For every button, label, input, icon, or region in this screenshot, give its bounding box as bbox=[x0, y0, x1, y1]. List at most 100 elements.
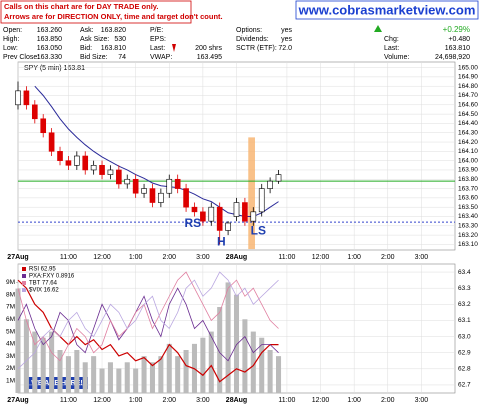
volume-bar bbox=[233, 294, 240, 393]
quote-label: Ask: bbox=[80, 27, 94, 34]
legend-swatch bbox=[22, 267, 26, 271]
volume-bar bbox=[175, 356, 181, 393]
candle-body bbox=[250, 211, 257, 222]
url-box bbox=[295, 0, 479, 20]
volume-bar bbox=[200, 337, 206, 393]
x-tick-label: 11:00 bbox=[60, 254, 77, 261]
y-tick-label: 164.10 bbox=[458, 148, 478, 155]
quote-label: Last: bbox=[384, 45, 399, 52]
quote-value: 530 bbox=[114, 36, 126, 43]
quote-label: Low: bbox=[3, 45, 18, 52]
y2-tick-label: 63.3 bbox=[458, 285, 471, 292]
x-tick-label: 1:00 bbox=[129, 254, 143, 261]
y-tick-label: 1M bbox=[6, 377, 15, 384]
x-tick-label: 11:00 bbox=[278, 397, 295, 404]
quote-label: P/E: bbox=[150, 27, 163, 34]
y-tick-label: 165.00 bbox=[458, 64, 478, 71]
candle-body bbox=[216, 206, 223, 231]
legend-label: $VIX 16.62 bbox=[29, 288, 59, 294]
y-tick-label: 164.00 bbox=[458, 157, 478, 164]
y-tick-label: 5M bbox=[6, 328, 15, 335]
candle-body bbox=[166, 178, 173, 194]
candle-body bbox=[275, 174, 282, 182]
quote-label: Last: bbox=[150, 45, 165, 52]
x-tick-label: 3:00 bbox=[415, 397, 429, 404]
candle-body bbox=[31, 104, 38, 120]
y-tick-label: 164.50 bbox=[458, 111, 478, 118]
legend-swatch bbox=[22, 274, 26, 278]
y-tick-label: 4M bbox=[6, 341, 15, 348]
price-legend: SPY (5 min) 163.81 bbox=[24, 65, 85, 72]
x-tick-label: 12:00 bbox=[93, 397, 111, 404]
annotation: H bbox=[217, 235, 226, 249]
volume-bar bbox=[15, 288, 21, 393]
x-tick-label: 28Aug bbox=[226, 397, 247, 404]
y-tick-label: 3M bbox=[6, 353, 15, 360]
volume-bar bbox=[149, 362, 155, 393]
quote-value: 163.810 bbox=[445, 45, 470, 52]
legend-swatch bbox=[22, 288, 26, 292]
volume-bar bbox=[242, 319, 248, 393]
candle-body bbox=[183, 188, 189, 208]
annotation: RS bbox=[184, 216, 201, 230]
volume-bar bbox=[208, 331, 214, 393]
y-tick-label: 163.50 bbox=[458, 204, 478, 211]
volume-bar bbox=[32, 331, 38, 393]
candle-body bbox=[225, 222, 231, 231]
y-tick-label: 164.60 bbox=[458, 102, 478, 109]
y2-tick-label: 63.0 bbox=[458, 333, 471, 340]
x-tick-label: 2:00 bbox=[381, 254, 395, 261]
candle-body bbox=[15, 90, 21, 106]
quote-label: SCTR (ETF): bbox=[236, 45, 277, 52]
y-tick-label: 6M bbox=[6, 316, 15, 323]
candle-body bbox=[74, 155, 80, 166]
volume-bar bbox=[133, 368, 139, 393]
down-arrow bbox=[172, 44, 176, 52]
candle-body bbox=[149, 188, 156, 203]
y2-tick-label: 63.4 bbox=[458, 269, 471, 276]
quote-value: 74 bbox=[118, 54, 126, 61]
candle-body bbox=[233, 202, 240, 217]
y-tick-label: 163.30 bbox=[458, 223, 478, 230]
volume-bar bbox=[267, 350, 273, 393]
y-tick-label: 164.20 bbox=[458, 139, 478, 146]
x-tick-label: 2:00 bbox=[381, 397, 395, 404]
y-tick-label: 163.60 bbox=[458, 195, 478, 202]
quote-label: Volume: bbox=[384, 54, 409, 61]
quote-label: VWAP: bbox=[150, 54, 172, 61]
candle-body bbox=[116, 169, 122, 185]
x-tick-label: 1:00 bbox=[347, 397, 361, 404]
quote-value: 163.050 bbox=[37, 45, 62, 52]
y-tick-label: 164.40 bbox=[458, 120, 478, 127]
x-tick-label: 12:00 bbox=[312, 254, 330, 261]
quote-label: Prev Close: bbox=[3, 54, 39, 61]
y2-tick-label: 62.7 bbox=[458, 382, 471, 389]
quote-value: 163.330 bbox=[37, 54, 62, 61]
quote-label: Dividends: bbox=[236, 36, 269, 43]
volume-bar bbox=[91, 356, 97, 393]
volume-bar bbox=[65, 356, 71, 393]
volume-bar bbox=[141, 356, 147, 393]
quote-value: 163.820 bbox=[101, 27, 126, 34]
volume-bar bbox=[158, 356, 164, 393]
y2-tick-label: 63.2 bbox=[458, 301, 471, 308]
candle-body bbox=[99, 165, 105, 175]
y-tick-label: 163.20 bbox=[458, 232, 478, 239]
series-line bbox=[17, 279, 279, 383]
y2-tick-label: 62.9 bbox=[458, 349, 471, 356]
quote-label: Chg: bbox=[384, 36, 399, 43]
candle-body bbox=[258, 188, 265, 213]
y-tick-label: 7M bbox=[6, 304, 15, 311]
annotation: LS bbox=[251, 224, 266, 238]
highlight-band bbox=[248, 137, 255, 250]
candle-body bbox=[132, 178, 139, 194]
volume-bar bbox=[217, 307, 223, 393]
y-tick-label: 2M bbox=[6, 365, 15, 372]
candle-body bbox=[158, 192, 164, 203]
x-tick-label: 3:00 bbox=[196, 397, 210, 404]
candle-body bbox=[23, 90, 30, 106]
quote-value: 72.0 bbox=[278, 45, 292, 52]
y-tick-label: 164.70 bbox=[458, 92, 478, 99]
quote-label: Options: bbox=[236, 27, 262, 34]
volume-bar bbox=[250, 331, 256, 393]
